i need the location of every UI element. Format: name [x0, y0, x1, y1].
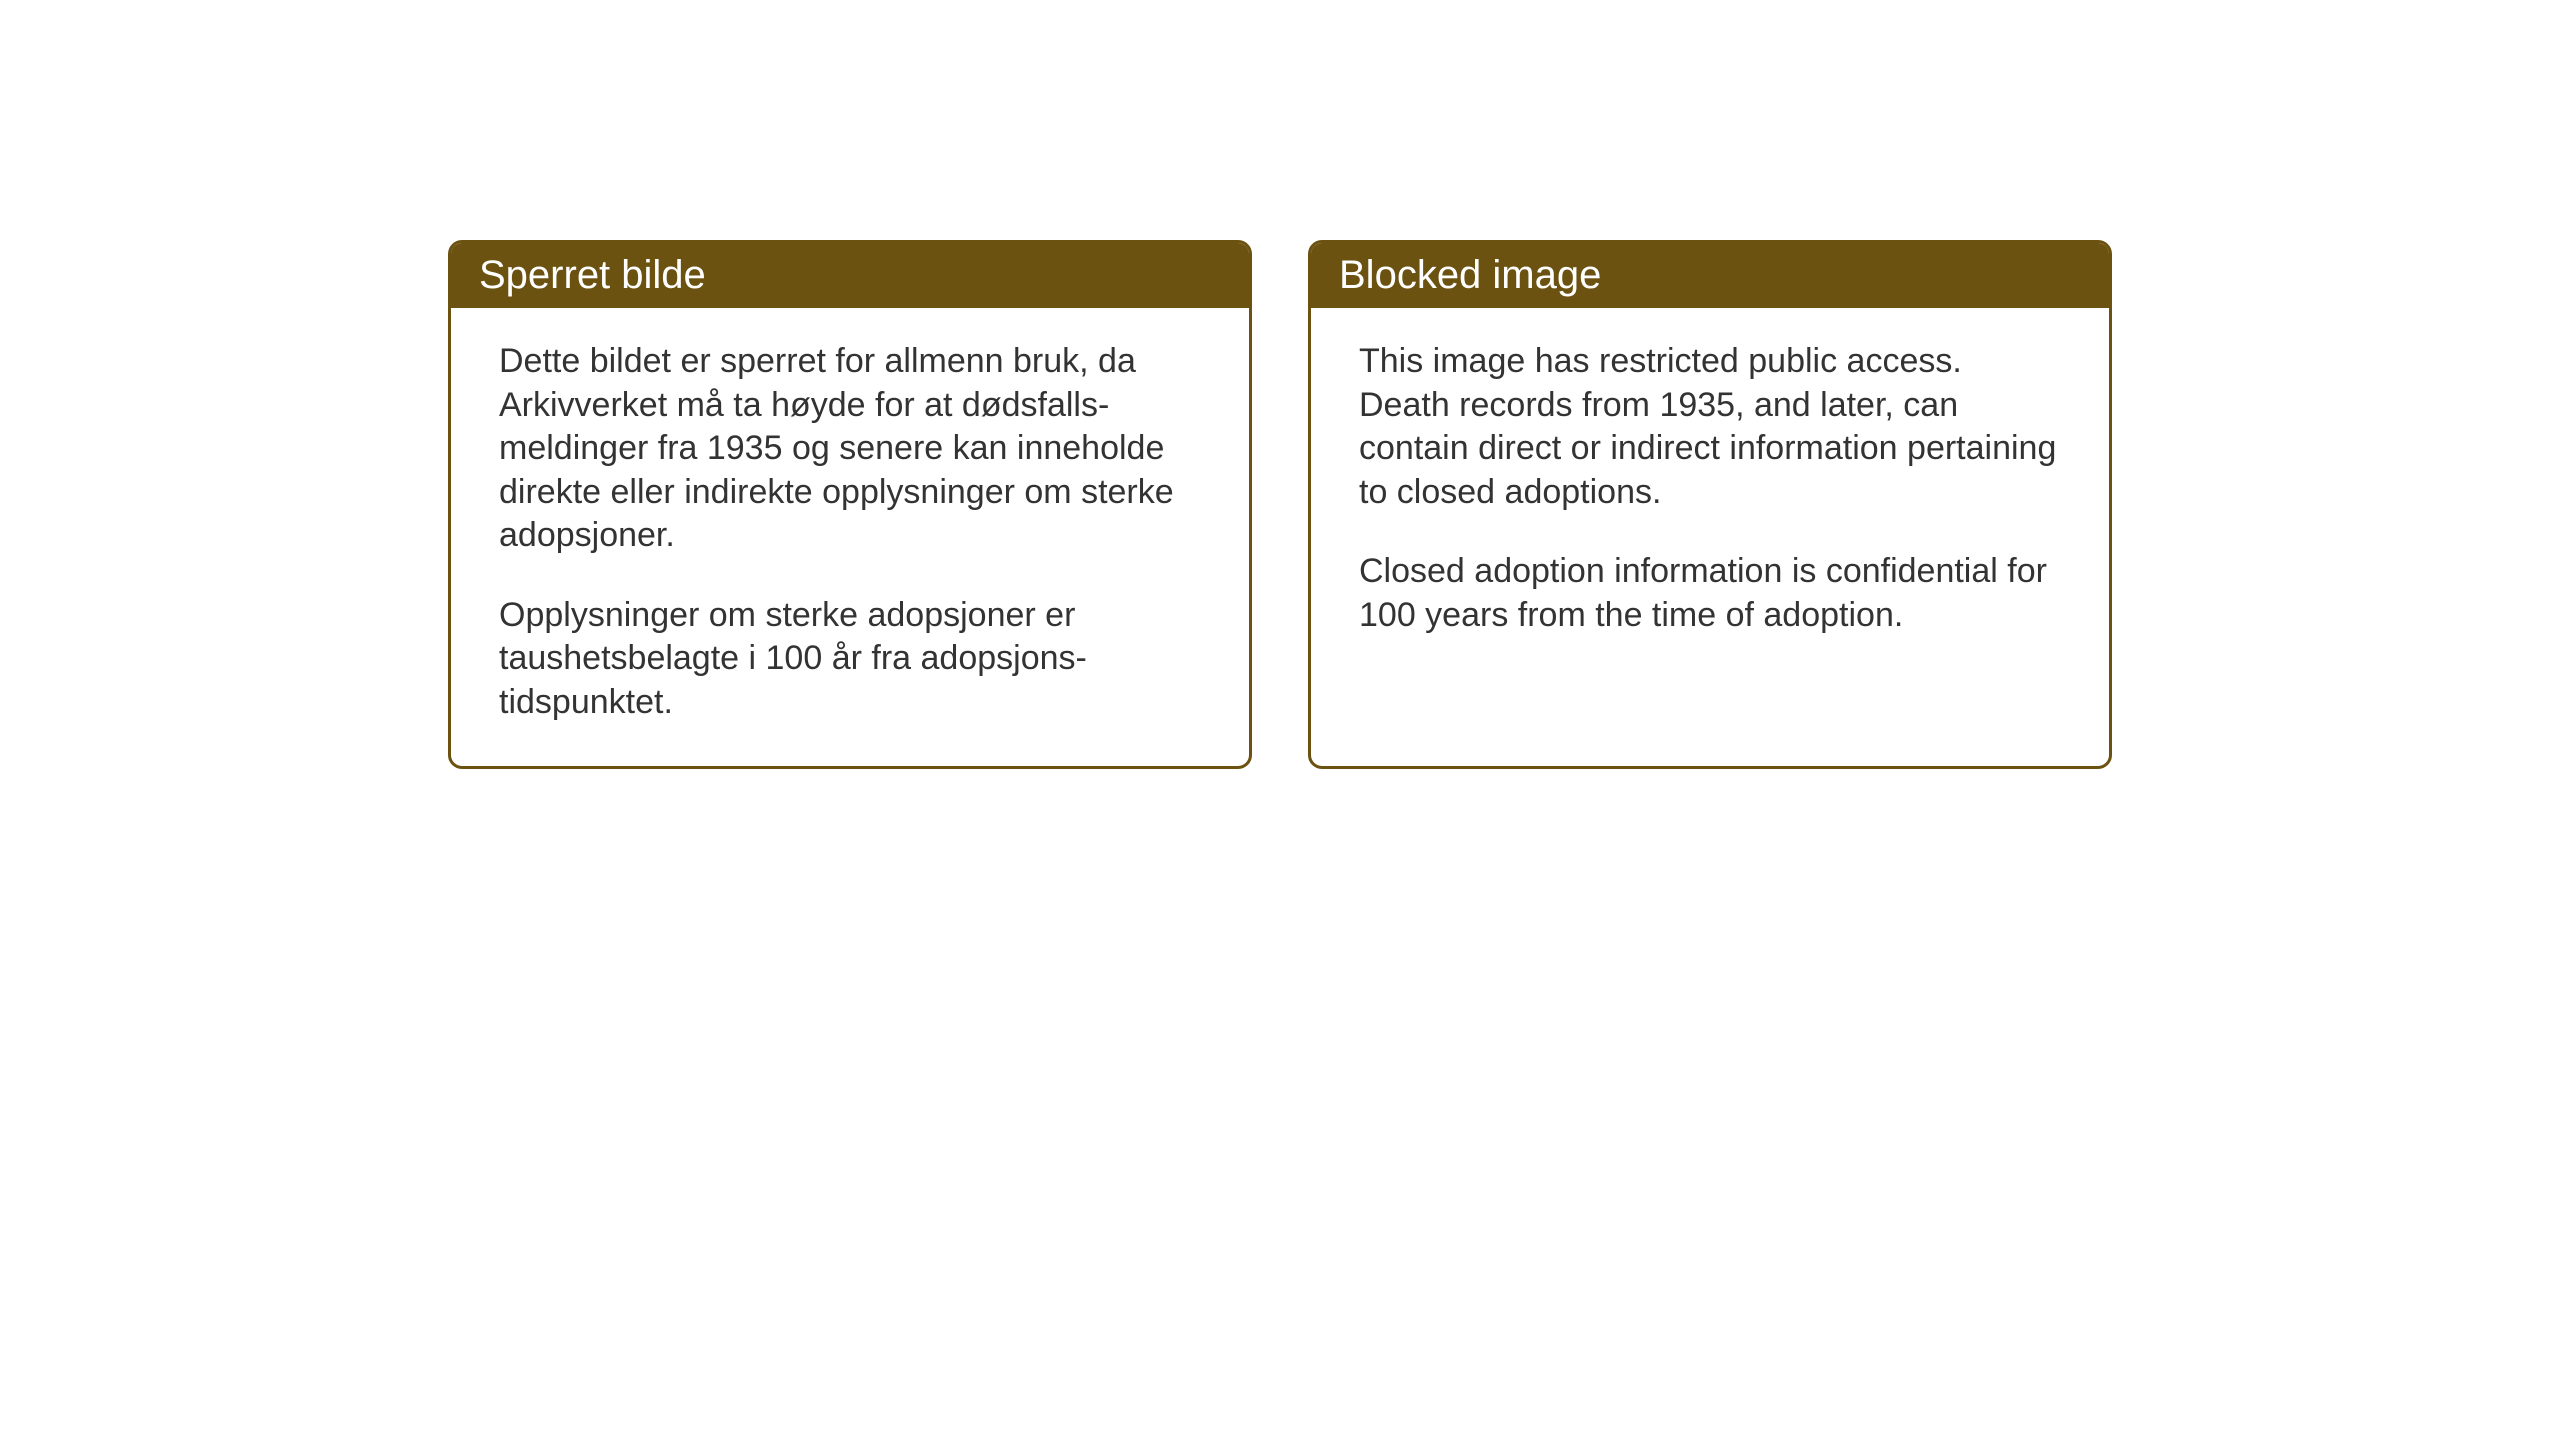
- norwegian-card-title: Sperret bilde: [479, 253, 706, 297]
- english-card-header: Blocked image: [1311, 243, 2109, 308]
- notice-container: Sperret bilde Dette bildet er sperret fo…: [448, 240, 2112, 769]
- norwegian-paragraph-2: Opplysninger om sterke adopsjoner er tau…: [499, 594, 1201, 725]
- english-card-body: This image has restricted public access.…: [1311, 308, 2109, 679]
- norwegian-notice-card: Sperret bilde Dette bildet er sperret fo…: [448, 240, 1252, 769]
- english-paragraph-1: This image has restricted public access.…: [1359, 340, 2061, 514]
- norwegian-card-header: Sperret bilde: [451, 243, 1249, 308]
- english-notice-card: Blocked image This image has restricted …: [1308, 240, 2112, 769]
- norwegian-card-body: Dette bildet er sperret for allmenn bruk…: [451, 308, 1249, 766]
- english-card-title: Blocked image: [1339, 253, 1601, 297]
- english-paragraph-2: Closed adoption information is confident…: [1359, 550, 2061, 637]
- norwegian-paragraph-1: Dette bildet er sperret for allmenn bruk…: [499, 340, 1201, 558]
